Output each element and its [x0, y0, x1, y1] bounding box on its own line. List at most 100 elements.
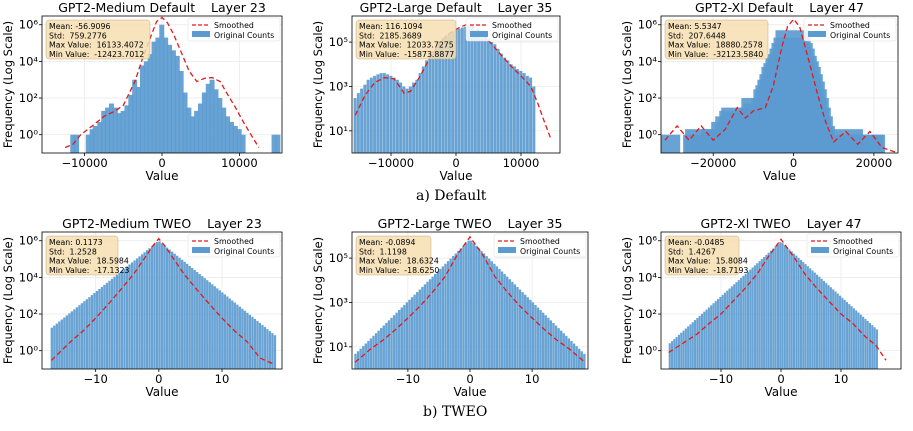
histogram-bar	[256, 320, 259, 369]
stats-line: Mean: 116.1094	[359, 22, 423, 31]
histogram-bar	[221, 107, 227, 153]
histogram-bar	[454, 30, 458, 153]
histogram-bar	[392, 77, 396, 153]
histogram-bar	[534, 304, 537, 369]
histogram-bar	[806, 266, 809, 369]
y-tick-label: 10⁴	[19, 270, 39, 284]
histogram-bar	[120, 110, 126, 153]
histogram-bar	[217, 98, 223, 153]
histogram-bar	[356, 93, 360, 153]
x-axis-label: Value	[146, 169, 179, 183]
stats-line: Mean: -0.0485	[668, 238, 724, 247]
histogram-bar	[813, 272, 816, 369]
x-tick-label: −10000	[61, 156, 107, 170]
x-tick-label: 0	[790, 156, 797, 170]
histogram-bar	[518, 289, 522, 369]
histogram-bar	[485, 256, 488, 369]
histogram-bar	[691, 322, 694, 369]
histogram-bar	[439, 268, 442, 369]
histogram-bar	[536, 307, 540, 369]
histogram-bar	[470, 27, 474, 153]
histogram-bar	[85, 134, 91, 153]
legend	[803, 17, 897, 42]
histogram-bar	[519, 70, 523, 153]
stats-line: Std: 1.2528	[49, 247, 97, 256]
histogram-bar	[454, 253, 457, 369]
stats-box	[45, 235, 119, 276]
histogram-bar	[473, 30, 477, 153]
histogram-bar	[140, 254, 144, 369]
y-axis-label: Frequency (Log Scale)	[1, 237, 15, 364]
histogram-bar	[464, 26, 468, 153]
histogram-bar	[441, 38, 445, 153]
histogram-bar	[428, 279, 432, 369]
histogram-bar	[413, 294, 416, 369]
histogram-bar	[503, 57, 507, 153]
histogram-bar	[797, 257, 800, 369]
smoothed-curve	[64, 16, 260, 149]
histogram-bar	[73, 309, 76, 369]
histogram-bar	[196, 272, 199, 369]
histogram-bar	[431, 50, 435, 153]
histogram-bar	[377, 330, 380, 369]
x-tick-label: −10	[396, 372, 420, 386]
histogram-bar	[105, 282, 109, 369]
histogram-bar	[511, 281, 514, 369]
histogram-bar	[135, 258, 139, 369]
histogram-bar	[774, 246, 777, 369]
histogram-bar	[769, 250, 773, 369]
histogram-bar	[58, 321, 61, 369]
histogram-bar	[398, 310, 401, 369]
histogram-bar	[710, 305, 713, 369]
histogram-bar	[251, 316, 254, 369]
histogram-bar	[97, 121, 103, 153]
histogram-bar	[128, 94, 134, 153]
histogram-bar	[421, 66, 425, 153]
histogram-bar	[362, 346, 365, 369]
y-tick-label: 10¹	[329, 340, 348, 354]
histogram-bar	[816, 274, 819, 369]
stats-line: Max Value: 18.5984	[49, 257, 129, 266]
histogram-bar	[431, 276, 434, 369]
y-tick-label: 10⁶	[638, 18, 658, 32]
histogram-bar	[359, 348, 362, 369]
smoothed-curve	[354, 235, 586, 363]
stats-line: Mean: -56.9096	[49, 22, 110, 31]
histogram-bar	[583, 353, 586, 369]
histogram-bar	[216, 288, 219, 369]
histogram-bar	[174, 55, 180, 153]
histogram-bar	[776, 244, 779, 369]
histogram-bar	[498, 268, 501, 369]
histogram-bar	[221, 292, 224, 369]
histogram-bar	[271, 134, 277, 153]
histogram-bar	[570, 340, 573, 369]
histogram-bars	[354, 240, 586, 369]
stats-line: Min Value: -17.1323	[49, 266, 129, 275]
histogram-bar	[213, 89, 219, 153]
histogram-bar	[512, 66, 516, 153]
histogram-bar	[163, 37, 169, 153]
histogram-bar	[529, 77, 533, 153]
histogram-bar	[857, 312, 860, 369]
legend-label-smoothed: Smoothed	[492, 21, 532, 30]
histogram-bar	[163, 245, 166, 369]
histogram-bar	[822, 280, 826, 369]
chart-title: GPT2-Large Default Layer 35	[360, 0, 553, 15]
legend-label-smoothed: Smoothed	[833, 237, 873, 246]
histogram-bar	[418, 73, 422, 153]
histogram-bar	[552, 322, 555, 369]
y-tick-label: 10⁴	[638, 270, 658, 284]
y-tick-label: 10⁰	[19, 344, 39, 358]
histogram-bar	[108, 103, 114, 153]
histogram-bar	[677, 334, 681, 369]
histogram-bar	[201, 92, 207, 153]
histogram-bar	[467, 240, 470, 369]
histogram-bar	[275, 134, 281, 153]
histogram-bar	[363, 84, 367, 153]
histogram-bar	[203, 278, 206, 369]
histogram-bar	[130, 262, 134, 369]
histogram-bar	[226, 296, 229, 369]
histogram-bar	[572, 343, 576, 369]
histogram-bar	[208, 282, 211, 369]
